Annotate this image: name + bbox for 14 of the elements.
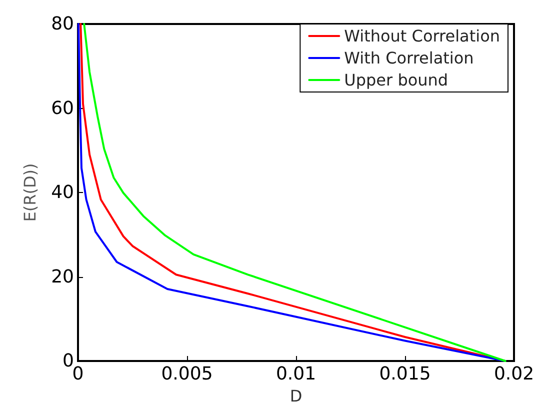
x-axis-title: D (290, 386, 302, 406)
legend-label: Without Correlation (344, 26, 500, 46)
y-tick-label: 0 (62, 350, 74, 372)
y-axis-title: E(R(D)) (20, 163, 40, 222)
y-tick-label: 60 (51, 98, 74, 119)
x-tick-label: 0.015 (379, 364, 431, 384)
y-tick-label: 20 (51, 266, 74, 288)
legend-label: Upper bound (344, 70, 448, 90)
x-tick-label: 0.005 (161, 364, 213, 384)
x-tick-label: 0.01 (276, 364, 316, 384)
legend-label: With Correlation (344, 48, 474, 68)
x-tick-label: 0.02 (494, 364, 534, 384)
y-tick-label: 40 (51, 182, 74, 203)
y-tick-label: 80 (51, 14, 74, 34)
